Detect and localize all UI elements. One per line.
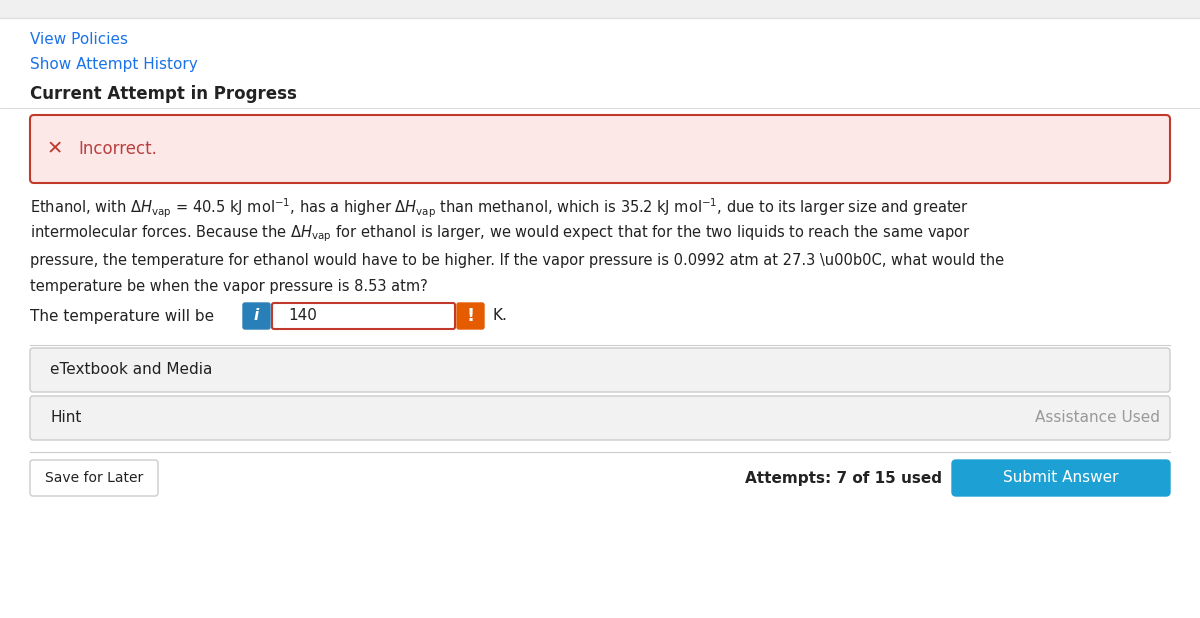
Text: Show Attempt History: Show Attempt History [30,57,198,72]
Text: pressure, the temperature for ethanol would have to be higher. If the vapor pres: pressure, the temperature for ethanol wo… [30,253,1004,268]
FancyBboxPatch shape [30,396,1170,440]
Bar [0,0,1200,18]
Text: K.: K. [492,308,506,323]
Text: The temperature will be: The temperature will be [30,308,214,323]
Text: Ethanol, with $\Delta H_{\mathregular{vap}}$ = 40.5 kJ mol$^{-1}$, has a higher : Ethanol, with $\Delta H_{\mathregular{va… [30,197,970,219]
Text: intermolecular forces. Because the $\Delta H_{\mathregular{vap}}$ for ethanol is: intermolecular forces. Because the $\Del… [30,224,971,244]
Text: Assistance Used: Assistance Used [1034,410,1160,426]
Text: Hint: Hint [50,410,82,426]
Text: ✕: ✕ [47,140,64,158]
Text: Incorrect.: Incorrect. [78,140,157,158]
FancyBboxPatch shape [952,460,1170,496]
FancyBboxPatch shape [242,303,270,329]
Text: Current Attempt in Progress: Current Attempt in Progress [30,85,296,103]
Text: Save for Later: Save for Later [44,471,143,485]
Text: i: i [254,308,259,323]
Text: !: ! [467,307,474,325]
FancyBboxPatch shape [30,460,158,496]
FancyBboxPatch shape [272,303,455,329]
Text: eTextbook and Media: eTextbook and Media [50,363,212,378]
FancyBboxPatch shape [30,115,1170,183]
FancyBboxPatch shape [457,303,484,329]
Text: temperature be when the vapor pressure is 8.53 atm?: temperature be when the vapor pressure i… [30,279,427,294]
Text: View Policies: View Policies [30,32,128,46]
Text: 140: 140 [288,308,317,323]
FancyBboxPatch shape [30,348,1170,392]
Text: Submit Answer: Submit Answer [1003,470,1118,486]
Text: Attempts: 7 of 15 used: Attempts: 7 of 15 used [745,470,942,486]
